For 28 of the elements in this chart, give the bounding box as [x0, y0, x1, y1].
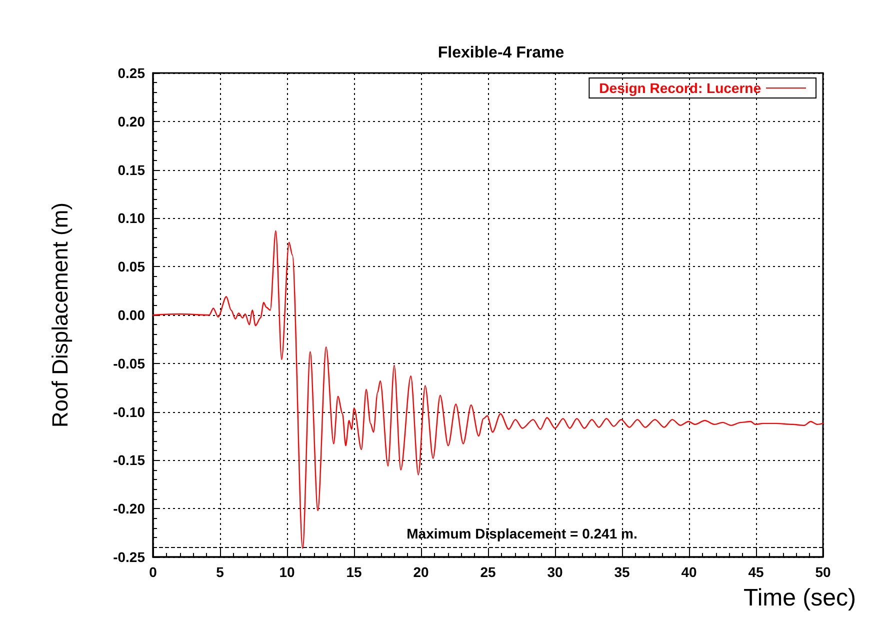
x-tick-label: 20	[413, 564, 429, 580]
chart-title: Flexible-4 Frame	[438, 44, 564, 62]
y-tick-label: -0.10	[113, 404, 146, 420]
y-tick-label: 0.00	[118, 307, 146, 323]
y-tick-label: -0.15	[113, 452, 146, 468]
x-tick-label: 40	[681, 564, 697, 580]
x-tick-label: 30	[547, 564, 563, 580]
x-tick-label: 50	[815, 564, 831, 580]
annotation: Maximum Displacement = 0.241 m.	[406, 525, 638, 542]
legend-label: Design Record: Lucerne	[599, 80, 762, 96]
y-tick-label: -0.25	[113, 549, 146, 565]
line-series	[152, 230, 824, 549]
y-axis-title: Roof Displacement (m)	[48, 202, 72, 428]
x-tick-label: 25	[480, 564, 496, 580]
x-tick-label: 45	[748, 564, 764, 580]
x-tick-label: 15	[346, 564, 362, 580]
y-tick-label: -0.05	[113, 355, 146, 372]
x-tick-label: 5	[216, 564, 224, 580]
y-tick-label: -0.20	[113, 500, 146, 517]
y-tick-label: 0.15	[118, 162, 146, 178]
x-tick-label: 0	[149, 564, 158, 580]
y-tick-label: 0.25	[118, 65, 146, 81]
y-tick-label: 0.10	[118, 210, 146, 226]
y-tick-label: 0.05	[118, 258, 146, 275]
x-tick-label: 35	[614, 564, 630, 580]
x-tick-label: 10	[279, 564, 295, 580]
y-tick-label: 0.20	[118, 113, 146, 130]
x-axis-title: Time (sec)	[744, 584, 856, 612]
